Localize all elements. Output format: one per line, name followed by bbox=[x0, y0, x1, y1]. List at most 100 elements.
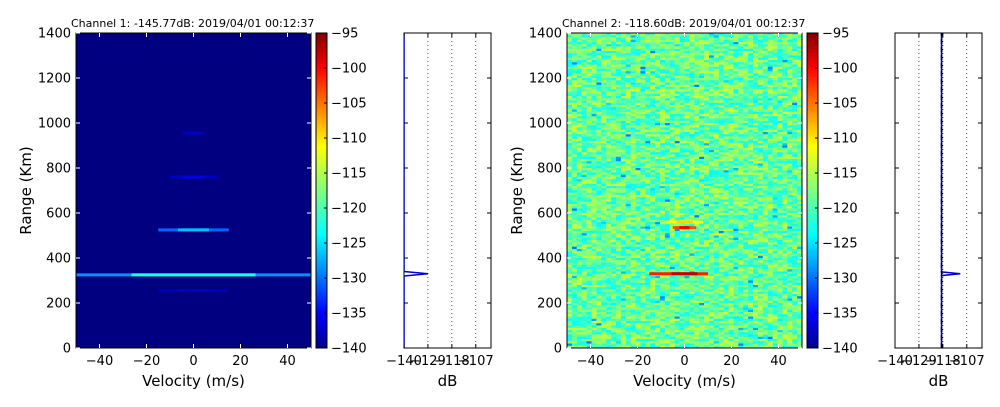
heatmap-cell bbox=[567, 57, 573, 61]
heatmap-cell bbox=[728, 233, 734, 236]
heatmap-cell bbox=[591, 55, 597, 59]
heatmap-cell bbox=[762, 66, 769, 70]
heatmap-cell bbox=[699, 210, 705, 214]
heatmap-cell bbox=[660, 156, 666, 160]
heatmap-cell bbox=[738, 186, 744, 189]
heatmap-cell bbox=[674, 240, 680, 243]
heatmap-cell bbox=[694, 237, 700, 241]
heatmap-cell bbox=[601, 183, 607, 187]
heatmap-cell bbox=[581, 48, 587, 52]
heatmap-cell bbox=[762, 35, 769, 38]
heatmap-cell bbox=[660, 33, 666, 36]
heatmap-cell bbox=[787, 44, 793, 47]
heatmap-cell bbox=[625, 165, 631, 169]
heatmap-cell bbox=[733, 255, 739, 259]
heatmap-cell bbox=[571, 66, 578, 70]
heatmap-cell bbox=[635, 33, 641, 36]
heatmap-cell bbox=[630, 210, 636, 214]
colorbar-tick-label: −100 bbox=[331, 62, 367, 77]
heatmap-cell bbox=[713, 98, 720, 101]
heatmap-cell bbox=[704, 75, 710, 79]
heatmap-cell bbox=[713, 152, 720, 155]
heatmap-cell bbox=[762, 163, 769, 167]
heatmap-cell bbox=[772, 188, 778, 191]
heatmap-cell bbox=[591, 93, 597, 97]
heatmap-cell bbox=[586, 258, 592, 261]
heatmap-cell bbox=[620, 242, 627, 245]
heatmap-cell bbox=[655, 240, 661, 243]
heatmap-cell bbox=[728, 168, 734, 171]
heatmap-cell bbox=[630, 138, 636, 142]
heatmap-cell bbox=[630, 260, 636, 263]
heatmap-cell bbox=[679, 111, 685, 115]
heatmap-cell bbox=[713, 240, 720, 243]
heatmap-cell bbox=[738, 35, 744, 38]
heatmap-cell bbox=[782, 152, 788, 155]
heatmap-cell bbox=[586, 134, 592, 137]
heatmap-cell bbox=[762, 55, 769, 59]
heatmap-cell bbox=[615, 215, 622, 218]
heatmap-cell bbox=[581, 120, 587, 124]
heatmap-cell bbox=[635, 145, 641, 149]
heatmap-cell bbox=[581, 237, 587, 241]
heatmap-cell bbox=[596, 172, 602, 176]
heatmap-cell bbox=[601, 172, 607, 176]
heatmap-cell bbox=[586, 197, 592, 200]
heatmap-cell bbox=[757, 118, 764, 122]
heatmap-cell bbox=[713, 192, 720, 196]
heatmap-cell bbox=[718, 109, 724, 113]
heatmap-cell bbox=[679, 136, 685, 140]
heatmap-cell bbox=[684, 183, 690, 187]
heatmap-cell bbox=[777, 111, 783, 115]
heatmap-cell bbox=[738, 188, 744, 191]
heatmap-cell bbox=[679, 215, 685, 218]
heatmap-cell bbox=[723, 156, 729, 160]
heatmap-cell bbox=[762, 156, 769, 160]
heatmap-cell bbox=[655, 237, 661, 241]
heatmap-cell bbox=[689, 62, 695, 65]
heatmap-cell bbox=[684, 228, 690, 232]
heatmap-cell bbox=[718, 224, 724, 227]
heatmap-cell bbox=[630, 123, 636, 126]
heatmap-cell bbox=[630, 134, 636, 137]
heatmap-cell bbox=[630, 37, 636, 41]
heatmap-cell bbox=[699, 37, 705, 41]
heatmap-cell bbox=[567, 161, 573, 164]
heatmap-cell bbox=[576, 161, 582, 164]
heatmap-cell bbox=[620, 145, 627, 149]
heatmap-cell bbox=[620, 102, 627, 106]
heatmap-cell bbox=[567, 87, 573, 90]
heatmap-cell bbox=[699, 186, 705, 189]
heatmap-cell bbox=[762, 246, 769, 250]
heatmap-cell bbox=[655, 190, 661, 194]
heatmap-cell bbox=[650, 163, 656, 167]
heatmap-cell bbox=[586, 127, 592, 131]
heatmap-cell bbox=[635, 62, 641, 65]
heatmap-cell bbox=[694, 66, 700, 70]
heatmap-cell bbox=[615, 150, 622, 153]
heatmap-cell bbox=[591, 161, 597, 164]
heatmap-cell bbox=[757, 172, 764, 176]
heatmap-cell bbox=[576, 201, 582, 205]
heatmap-cell bbox=[674, 253, 680, 257]
heatmap-cell bbox=[787, 161, 793, 164]
heatmap-cell bbox=[753, 233, 759, 236]
heatmap-cell bbox=[591, 46, 597, 50]
heatmap-cell bbox=[567, 208, 573, 212]
heatmap-cell bbox=[699, 190, 705, 194]
heatmap-cell bbox=[669, 217, 676, 221]
heatmap-cell bbox=[689, 129, 695, 133]
heatmap-cell bbox=[660, 134, 666, 137]
heatmap-cell bbox=[733, 179, 739, 182]
heatmap-cell bbox=[586, 62, 592, 65]
heatmap-cell bbox=[748, 105, 754, 108]
heatmap-cell bbox=[753, 174, 759, 178]
heatmap-cell bbox=[743, 98, 749, 101]
heatmap-cell bbox=[767, 37, 773, 41]
heatmap-cell bbox=[660, 260, 666, 263]
heatmap-cell bbox=[571, 69, 578, 72]
heatmap-cell bbox=[571, 172, 578, 176]
heatmap-cell bbox=[704, 172, 710, 176]
heatmap-cell bbox=[596, 204, 602, 207]
heatmap-cell bbox=[694, 186, 700, 189]
